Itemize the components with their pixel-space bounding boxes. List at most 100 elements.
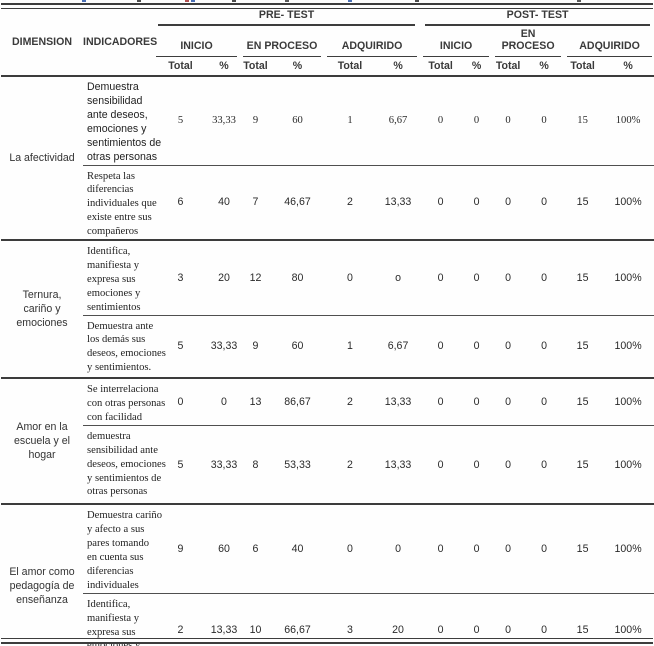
value-cell: 0 — [461, 240, 493, 316]
value-cell: 100% — [601, 315, 654, 380]
col-header-inicio-post: INICIO — [420, 26, 492, 57]
header-row-test: DIMENSION INDICADORES PRE- TEST POST- TE… — [1, 8, 654, 77]
table-bottom-rule — [1, 638, 653, 644]
enproceso-pre-label: EN PROCESO — [243, 38, 321, 57]
value-cell: 8 — [240, 425, 271, 506]
value-cell: 0 — [420, 165, 462, 242]
value-cell: 0 — [461, 504, 493, 594]
header-row-total-pct: Total % Total % Total % Total % Total % … — [1, 57, 654, 77]
col-header-posttest: POST- TEST — [420, 8, 654, 26]
indicator-cell: Se interrelaciona con otras personas con… — [83, 378, 165, 426]
col-header-enproceso-post: EN PROCESO — [492, 26, 564, 57]
value-cell: 0 — [524, 165, 565, 242]
value-cell: 33,33 — [208, 315, 240, 380]
table-row: El amor como pedagogía de enseñanza Demu… — [1, 504, 654, 606]
caption-remnant-mark — [82, 0, 86, 2]
value-cell: 15 — [564, 165, 602, 242]
value-cell: 100% — [601, 425, 654, 506]
value-cell: 15 — [564, 240, 602, 316]
value-cell: 0 — [492, 378, 525, 426]
dimension-cell: Amor en la escuela y el hogar — [1, 378, 83, 506]
value-cell: 0 — [461, 378, 493, 426]
value-cell: 13,33 — [376, 378, 421, 426]
col-header-inicio-pre: INICIO — [153, 26, 240, 57]
value-cell: 15 — [564, 378, 602, 426]
enproceso-post-label: EN PROCESO — [495, 26, 562, 57]
value-cell: 0 — [461, 425, 493, 506]
value-cell: 100% — [601, 76, 654, 166]
col-header-adquirido-post: ADQUIRIDO — [564, 26, 654, 57]
value-cell: 66,67 — [284, 624, 311, 637]
caption-remnant-mark — [415, 0, 419, 2]
inicio-pre-label: INICIO — [156, 38, 237, 57]
posttest-label: POST- TEST — [425, 8, 651, 26]
col-header-dimension: DIMENSION — [1, 8, 83, 77]
col-header-adquirido-pre: ADQUIRIDO — [324, 26, 420, 57]
value-cell: 6 — [153, 165, 208, 242]
value-cell: 80 — [271, 240, 324, 316]
value-cell: 53,33 — [271, 425, 324, 506]
value-cell: 9 — [240, 76, 271, 166]
value-cell: 13 — [240, 378, 271, 426]
dimension-cell: El amor como pedagogía de enseñanza — [9, 566, 75, 607]
value-cell: 2 — [324, 425, 376, 506]
value-cell: 3 — [153, 240, 208, 316]
indicator-cell: Demuestra sensibilidad ante deseos, emoc… — [83, 76, 161, 166]
value-cell: 13,33 — [210, 624, 238, 637]
value-cell: 9 — [240, 315, 271, 380]
table-row: La afectividad Demuestra sensibilidad an… — [1, 76, 654, 242]
value-cell: 0 — [420, 76, 462, 166]
value-cell: 1 — [324, 315, 376, 380]
adquirido-post-label: ADQUIRIDO — [567, 38, 653, 57]
table-row: Amor en la escuela y el hogar Se interre… — [1, 378, 654, 506]
value-cell: 13,33 — [376, 425, 421, 506]
caption-remnant-mark — [577, 0, 581, 2]
col-header-pct: % — [601, 57, 654, 77]
value-cell: 33,33 — [208, 76, 240, 166]
value-cell: 0 — [461, 165, 493, 242]
indicator-cell: Respeta las diferencias individuales que… — [83, 165, 157, 242]
value-cell: 0 — [492, 165, 525, 242]
indicator-cell: Demuestra cariño y afecto a sus pares to… — [83, 504, 162, 594]
col-header-total: Total — [492, 57, 525, 77]
value-cell: 0 — [492, 315, 525, 380]
col-header-pct: % — [376, 57, 421, 77]
value-cell: 0 — [420, 315, 462, 380]
value-cell: 15 — [564, 76, 602, 166]
value-cell: 0 — [524, 315, 565, 380]
value-cell: 0 — [524, 76, 565, 166]
value-cell: 40 — [208, 165, 240, 242]
table-row: demuestra sensibilidad ante deseos, emoc… — [1, 425, 654, 506]
value-cell: 0 — [153, 378, 208, 426]
value-cell: o — [376, 240, 421, 316]
value-cell: 0 — [437, 624, 444, 637]
dimension-cell: La afectividad — [1, 76, 83, 242]
value-cell: 1 — [324, 76, 376, 166]
col-header-pct: % — [271, 57, 324, 77]
header-row-levels: INICIO EN PROCESO ADQUIRIDO INICIO EN PR… — [1, 26, 654, 57]
value-cell: 15 — [564, 315, 602, 380]
indicator-cell: Demuestra ante los demás sus deseos, emo… — [83, 315, 166, 380]
value-cell: 0 — [492, 504, 525, 594]
table-row: Demuestra ante los demás sus deseos, emo… — [1, 315, 654, 380]
value-cell: 40 — [271, 504, 324, 594]
caption-remnant-mark — [285, 0, 289, 2]
value-cell: 15 — [564, 504, 602, 594]
inicio-post-label: INICIO — [423, 38, 490, 57]
indicator-cell: demuestra sensibilidad ante deseos, emoc… — [83, 425, 166, 506]
value-cell: 0 — [524, 378, 565, 426]
dimension-cell: Ternura, cariño y emociones — [1, 240, 83, 380]
value-cell: 6 — [240, 504, 271, 594]
col-header-total: Total — [324, 57, 376, 77]
table-row: Respeta las diferencias individuales que… — [1, 165, 654, 242]
value-cell: 0 — [420, 504, 462, 594]
results-table: DIMENSION INDICADORES PRE- TEST POST- TE… — [1, 8, 654, 646]
col-header-total: Total — [420, 57, 462, 77]
adquirido-pre-label: ADQUIRIDO — [327, 38, 418, 57]
value-cell: 15 — [564, 425, 602, 506]
caption-remnant-mark — [137, 0, 141, 2]
value-cell: 0 — [505, 624, 512, 637]
value-cell: 3 — [347, 624, 353, 637]
value-cell: 60 — [208, 504, 240, 594]
